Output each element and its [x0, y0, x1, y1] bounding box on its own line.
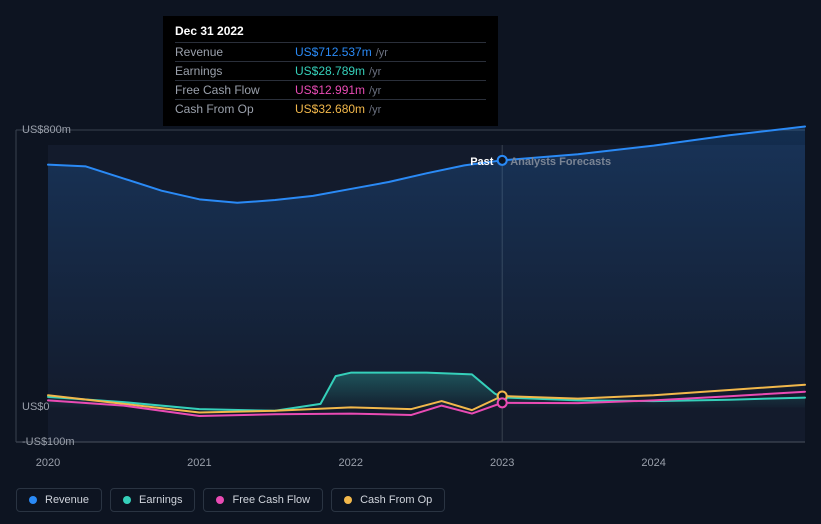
tooltip-row: Cash From OpUS$32.680m/yr	[175, 99, 486, 118]
tooltip-row-suffix: /yr	[369, 104, 381, 116]
tooltip-row-suffix: /yr	[369, 66, 381, 78]
tooltip-row-value: US$712.537m	[295, 45, 372, 59]
tooltip-row-value: US$32.680m	[295, 102, 365, 116]
tooltip-row-label: Revenue	[175, 45, 295, 59]
tooltip-row: EarningsUS$28.789m/yr	[175, 61, 486, 80]
legend-dot-icon	[29, 496, 37, 504]
tooltip-row: Free Cash FlowUS$12.991m/yr	[175, 80, 486, 99]
y-axis-label: US$0	[22, 401, 50, 413]
x-axis-label: 2020	[36, 457, 60, 469]
legend-dot-icon	[216, 496, 224, 504]
chart-legend: Revenue Earnings Free Cash Flow Cash From O…	[16, 488, 445, 512]
legend-item[interactable]: Cash From Op	[331, 488, 445, 512]
legend-item-label: Free Cash Flow	[232, 494, 310, 506]
legend-dot-icon	[344, 496, 352, 504]
chart-tooltip: Dec 31 2022 RevenueUS$712.537m/yrEarning…	[163, 16, 498, 126]
tooltip-row-value: US$28.789m	[295, 64, 365, 78]
legend-dot-icon	[123, 496, 131, 504]
legend-item[interactable]: Earnings	[110, 488, 195, 512]
tooltip-row-suffix: /yr	[369, 85, 381, 97]
x-axis-label: 2024	[641, 457, 665, 469]
x-axis-label: 2021	[187, 457, 211, 469]
legend-item[interactable]: Revenue	[16, 488, 102, 512]
tooltip-row-label: Free Cash Flow	[175, 83, 295, 97]
x-axis-label: 2023	[490, 457, 514, 469]
tooltip-row-label: Cash From Op	[175, 102, 295, 116]
y-axis-label: -US$100m	[22, 436, 75, 448]
legend-item-label: Revenue	[45, 494, 89, 506]
tooltip-date: Dec 31 2022	[175, 24, 486, 42]
legend-item-label: Cash From Op	[360, 494, 432, 506]
x-axis-label: 2022	[339, 457, 363, 469]
y-axis-label: US$800m	[22, 124, 71, 136]
tooltip-row-value: US$12.991m	[295, 83, 365, 97]
tooltip-row-suffix: /yr	[376, 47, 388, 59]
tooltip-row-label: Earnings	[175, 64, 295, 78]
legend-item[interactable]: Free Cash Flow	[203, 488, 323, 512]
forecast-label: Analysts Forecasts	[510, 156, 611, 168]
tooltip-row: RevenueUS$712.537m/yr	[175, 42, 486, 61]
past-label: Past	[470, 156, 493, 168]
legend-item-label: Earnings	[139, 494, 182, 506]
